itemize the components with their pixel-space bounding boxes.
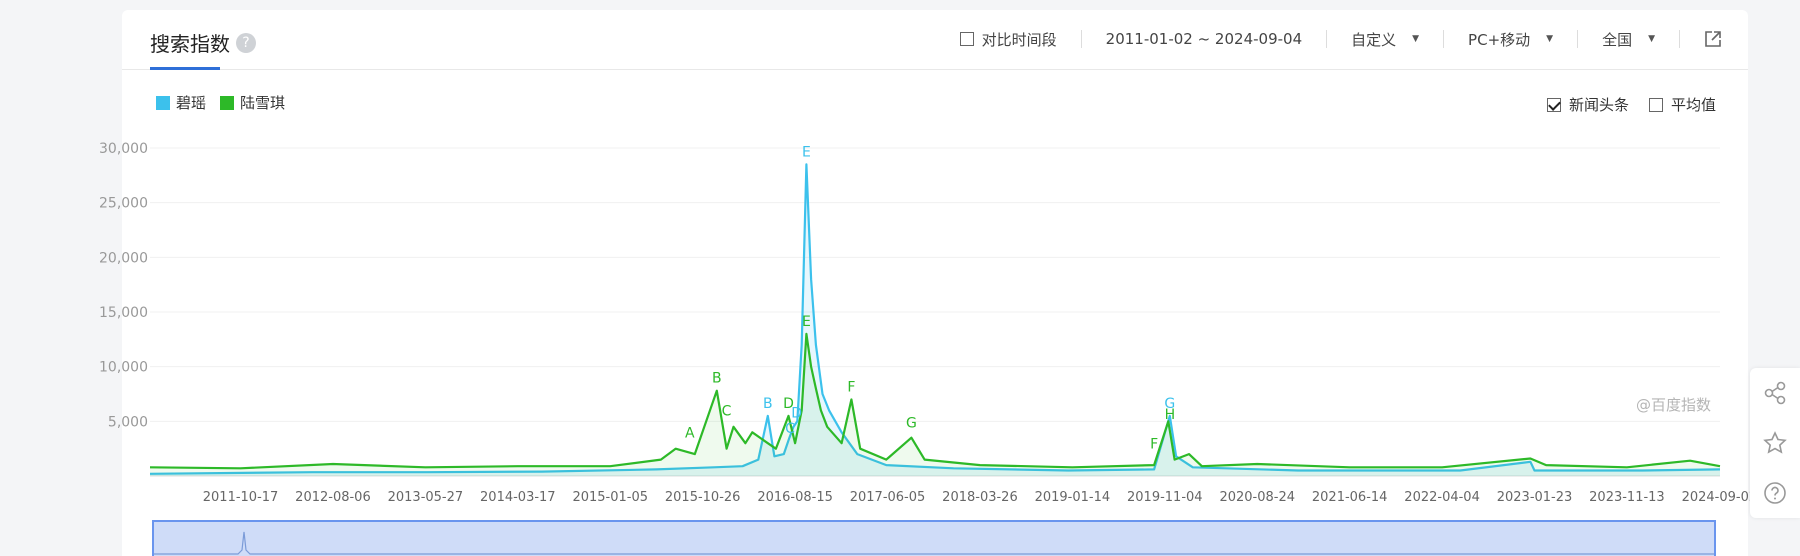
x-tick-label: 2024-09-02	[1682, 490, 1758, 505]
card-header: 搜索指数 ? 对比时间段 2011-01-02 ~ 2024-09-04 自定义…	[122, 10, 1748, 70]
page-title: 搜索指数 ?	[150, 28, 256, 57]
x-tick-label: 2017-06-05	[850, 490, 926, 505]
device-select[interactable]: PC+移动 ▼	[1444, 30, 1579, 49]
annotation-marker: F	[1150, 436, 1158, 452]
period-select-value: 自定义	[1351, 30, 1397, 49]
x-tick-label: 2023-11-13	[1589, 490, 1665, 505]
x-tick-label: 2023-01-23	[1497, 490, 1573, 505]
annotation-marker: G	[1164, 396, 1175, 412]
date-range-picker[interactable]: 2011-01-02 ~ 2024-09-04	[1082, 30, 1328, 48]
chart-options: 新闻头条 平均值	[1527, 94, 1716, 115]
date-range-text: 2011-01-02 ~ 2024-09-04	[1105, 30, 1303, 48]
x-tick-label: 2022-04-04	[1404, 490, 1480, 505]
favorite-button[interactable]	[1750, 418, 1800, 468]
annotation-marker: F	[847, 379, 855, 395]
legend-item-series-1[interactable]: 碧瑶	[156, 92, 206, 113]
chart-grid	[150, 147, 1720, 477]
news-label: 新闻头条	[1568, 96, 1629, 114]
search-index-chart: 30,000 25,000 20,000 15,000 10,000 5,000 2011…	[99, 141, 1757, 505]
watermark: @百度指数	[1636, 396, 1712, 414]
chart-legend: 碧瑶 陆雪琪	[156, 92, 299, 113]
x-tick-label: 2012-08-06	[295, 490, 371, 505]
y-tick-label: 25,000	[99, 196, 148, 212]
average-label: 平均值	[1670, 96, 1716, 114]
annotation-marker: A	[685, 425, 695, 441]
device-select-value: PC+移动	[1468, 30, 1531, 49]
annotation-marker: E	[802, 144, 811, 160]
y-tick-label: 10,000	[99, 360, 148, 376]
help-button[interactable]	[1750, 468, 1800, 518]
x-axis-ticks: 2011-10-17 2012-08-06 2013-05-27 2014-03-17…	[203, 490, 1757, 505]
annotation-marker: H	[1165, 407, 1176, 423]
title-underline	[150, 67, 220, 70]
y-tick-label: 5,000	[108, 414, 148, 430]
annotation-marker: D	[791, 406, 802, 422]
star-icon	[1763, 431, 1787, 454]
news-toggle[interactable]: 新闻头条	[1546, 94, 1629, 115]
average-toggle[interactable]: 平均值	[1648, 94, 1716, 115]
search-index-card: 搜索指数 ? 对比时间段 2011-01-02 ~ 2024-09-04 自定义…	[122, 10, 1748, 556]
question-icon	[1764, 482, 1786, 504]
legend-swatch	[220, 95, 235, 110]
compare-period-toggle[interactable]: 对比时间段	[936, 30, 1082, 49]
header-controls: 对比时间段 2011-01-02 ~ 2024-09-04 自定义 ▼ PC+移…	[936, 30, 1722, 49]
x-tick-label: 2011-10-17	[203, 490, 279, 505]
annotation-marker: G	[906, 416, 917, 432]
title-text: 搜索指数	[150, 32, 230, 56]
average-checkbox[interactable]	[1648, 97, 1663, 112]
y-axis-ticks: 30,000 25,000 20,000 15,000 10,000 5,000	[99, 141, 148, 430]
x-tick-label: 2016-08-15	[757, 490, 833, 505]
share-button[interactable]	[1750, 368, 1800, 418]
x-tick-label: 2019-01-14	[1035, 490, 1111, 505]
compare-label: 对比时间段	[981, 30, 1057, 49]
region-select-value: 全国	[1602, 30, 1633, 49]
annotation-marker: B	[712, 371, 722, 387]
annotation-marker: C	[722, 404, 732, 420]
x-tick-label: 2015-01-05	[572, 490, 648, 505]
legend-label: 陆雪琪	[240, 94, 286, 112]
caret-down-icon: ▼	[1648, 34, 1655, 44]
annotation-marker: D	[783, 396, 794, 412]
help-icon[interactable]: ?	[236, 32, 256, 53]
navigator-preview	[154, 531, 1714, 555]
x-tick-label: 2014-03-17	[480, 490, 556, 505]
series-line-1	[149, 163, 1721, 475]
side-toolbar	[1750, 368, 1800, 518]
series-area-1	[150, 164, 1720, 476]
region-select[interactable]: 全国 ▼	[1578, 30, 1680, 49]
share-icon	[1764, 381, 1786, 405]
x-tick-label: 2013-05-27	[388, 490, 464, 505]
y-tick-label: 30,000	[99, 141, 148, 157]
series-area-2	[150, 333, 1720, 476]
legend-label: 碧瑶	[176, 94, 207, 112]
legend-swatch	[156, 95, 170, 110]
annotation-marker: B	[763, 396, 773, 412]
period-select[interactable]: 自定义 ▼	[1327, 30, 1445, 49]
caret-down-icon: ▼	[1412, 34, 1420, 44]
news-checkbox[interactable]	[1546, 97, 1561, 112]
export-button[interactable]	[1680, 30, 1722, 48]
x-tick-label: 2021-06-14	[1312, 490, 1388, 505]
caret-down-icon: ▼	[1546, 34, 1554, 44]
legend-item-series-2[interactable]: 陆雪琪	[220, 92, 285, 113]
x-tick-label: 2015-10-26	[665, 490, 741, 505]
chart-series	[149, 163, 1721, 476]
range-navigator[interactable]	[152, 520, 1716, 556]
y-tick-label: 20,000	[99, 250, 148, 266]
annotation-marker: C	[785, 421, 795, 437]
series-line-2	[149, 332, 1721, 470]
compare-checkbox[interactable]	[959, 32, 974, 46]
external-link-icon	[1705, 31, 1721, 47]
annotation-marker: E	[802, 314, 811, 330]
x-tick-label: 2020-08-24	[1219, 490, 1295, 505]
y-tick-label: 15,000	[99, 305, 148, 321]
x-tick-label: 2018-03-26	[942, 490, 1018, 505]
x-tick-label: 2019-11-04	[1127, 490, 1203, 505]
